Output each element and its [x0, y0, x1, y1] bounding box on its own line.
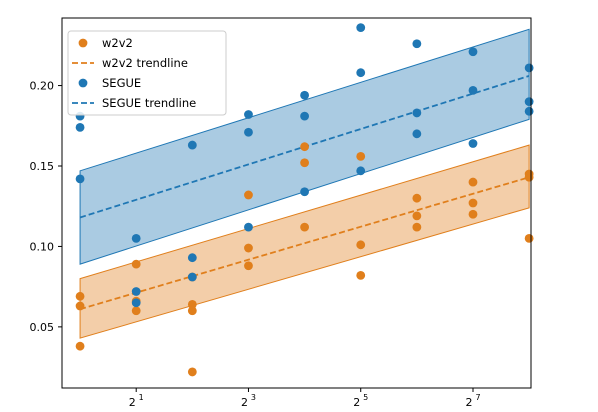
w2v2-point	[524, 172, 534, 182]
segue-point	[75, 122, 85, 132]
y-tick-label: 0.20	[30, 80, 55, 93]
w2v2-point	[356, 151, 366, 161]
segue-point	[524, 97, 534, 107]
segue-point	[300, 187, 309, 197]
segue-point	[187, 253, 197, 263]
w2v2-point	[75, 291, 85, 301]
w2v2-point	[187, 306, 197, 316]
w2v2-trendline	[79, 176, 530, 311]
segue-point	[75, 174, 85, 184]
legend: w2v2 w2v2 trendline SEGUE SEGUE trendline	[67, 30, 227, 116]
segue-point	[412, 129, 422, 139]
legend-marker	[78, 78, 88, 88]
segue-point	[244, 127, 253, 137]
w2v2-point	[244, 190, 253, 200]
w2v2-point	[244, 261, 253, 271]
w2v2-point	[412, 222, 422, 232]
x-tick-exponent: 1	[139, 393, 144, 402]
x-tick-label: 2	[129, 396, 136, 409]
segue-point	[524, 63, 534, 73]
segue-point	[300, 90, 309, 100]
x-tick-exponent: 5	[363, 393, 368, 402]
legend-label: SEGUE	[102, 76, 141, 90]
w2v2-point	[300, 142, 309, 152]
y-tick-label: 0.05	[30, 321, 55, 334]
x-tick-label: 2	[353, 396, 360, 409]
w2v2-point	[75, 301, 85, 311]
w2v2-point	[356, 240, 366, 250]
scatter-points	[75, 23, 534, 377]
segue-point	[187, 272, 197, 282]
segue-point	[356, 68, 366, 78]
w2v2-point	[468, 209, 478, 219]
segue-point	[468, 47, 478, 57]
segue-point	[412, 108, 422, 118]
w2v2-point	[187, 367, 197, 377]
x-tick-exponent: 3	[251, 393, 256, 402]
segue-point	[187, 140, 197, 150]
segue-point	[468, 85, 478, 95]
w2v2-point	[187, 299, 197, 309]
x-tick-exponent: 7	[475, 393, 480, 402]
w2v2-point	[244, 243, 253, 253]
segue-point	[244, 110, 253, 119]
segue-point	[300, 111, 309, 121]
segue-point	[356, 23, 366, 33]
w2v2-point	[468, 198, 478, 208]
w2v2-point	[300, 222, 309, 232]
segue-point	[131, 233, 141, 243]
w2v2-point	[131, 306, 141, 316]
w2v2-point	[75, 341, 85, 351]
legend-box	[67, 30, 227, 116]
y-tick-label: 0.10	[30, 240, 55, 253]
y-axis: 0.05 0.10 0.15 0.20	[30, 80, 62, 334]
w2v2-point	[468, 177, 478, 187]
w2v2-point	[131, 259, 141, 269]
legend-marker	[78, 38, 88, 48]
y-tick-label: 0.15	[30, 160, 55, 173]
segue-point	[412, 39, 422, 49]
w2v2-point	[412, 211, 422, 221]
x-tick-label: 2	[241, 396, 248, 409]
segue-point	[468, 139, 478, 148]
segue-point	[524, 106, 534, 116]
segue-point	[244, 222, 253, 232]
legend-label: w2v2	[102, 36, 133, 50]
segue-point	[131, 298, 141, 308]
legend-label: SEGUE trendline	[102, 96, 196, 110]
w2v2-confidence-band	[79, 144, 530, 339]
w2v2-point	[412, 193, 422, 203]
segue-point	[131, 287, 141, 296]
x-tick-label: 2	[465, 396, 472, 409]
w2v2-point	[356, 270, 366, 280]
legend-label: w2v2 trendline	[102, 56, 188, 70]
segue-point	[356, 166, 366, 176]
w2v2-point	[524, 233, 534, 243]
plot-frame	[61, 17, 532, 389]
w2v2-point	[300, 158, 309, 168]
